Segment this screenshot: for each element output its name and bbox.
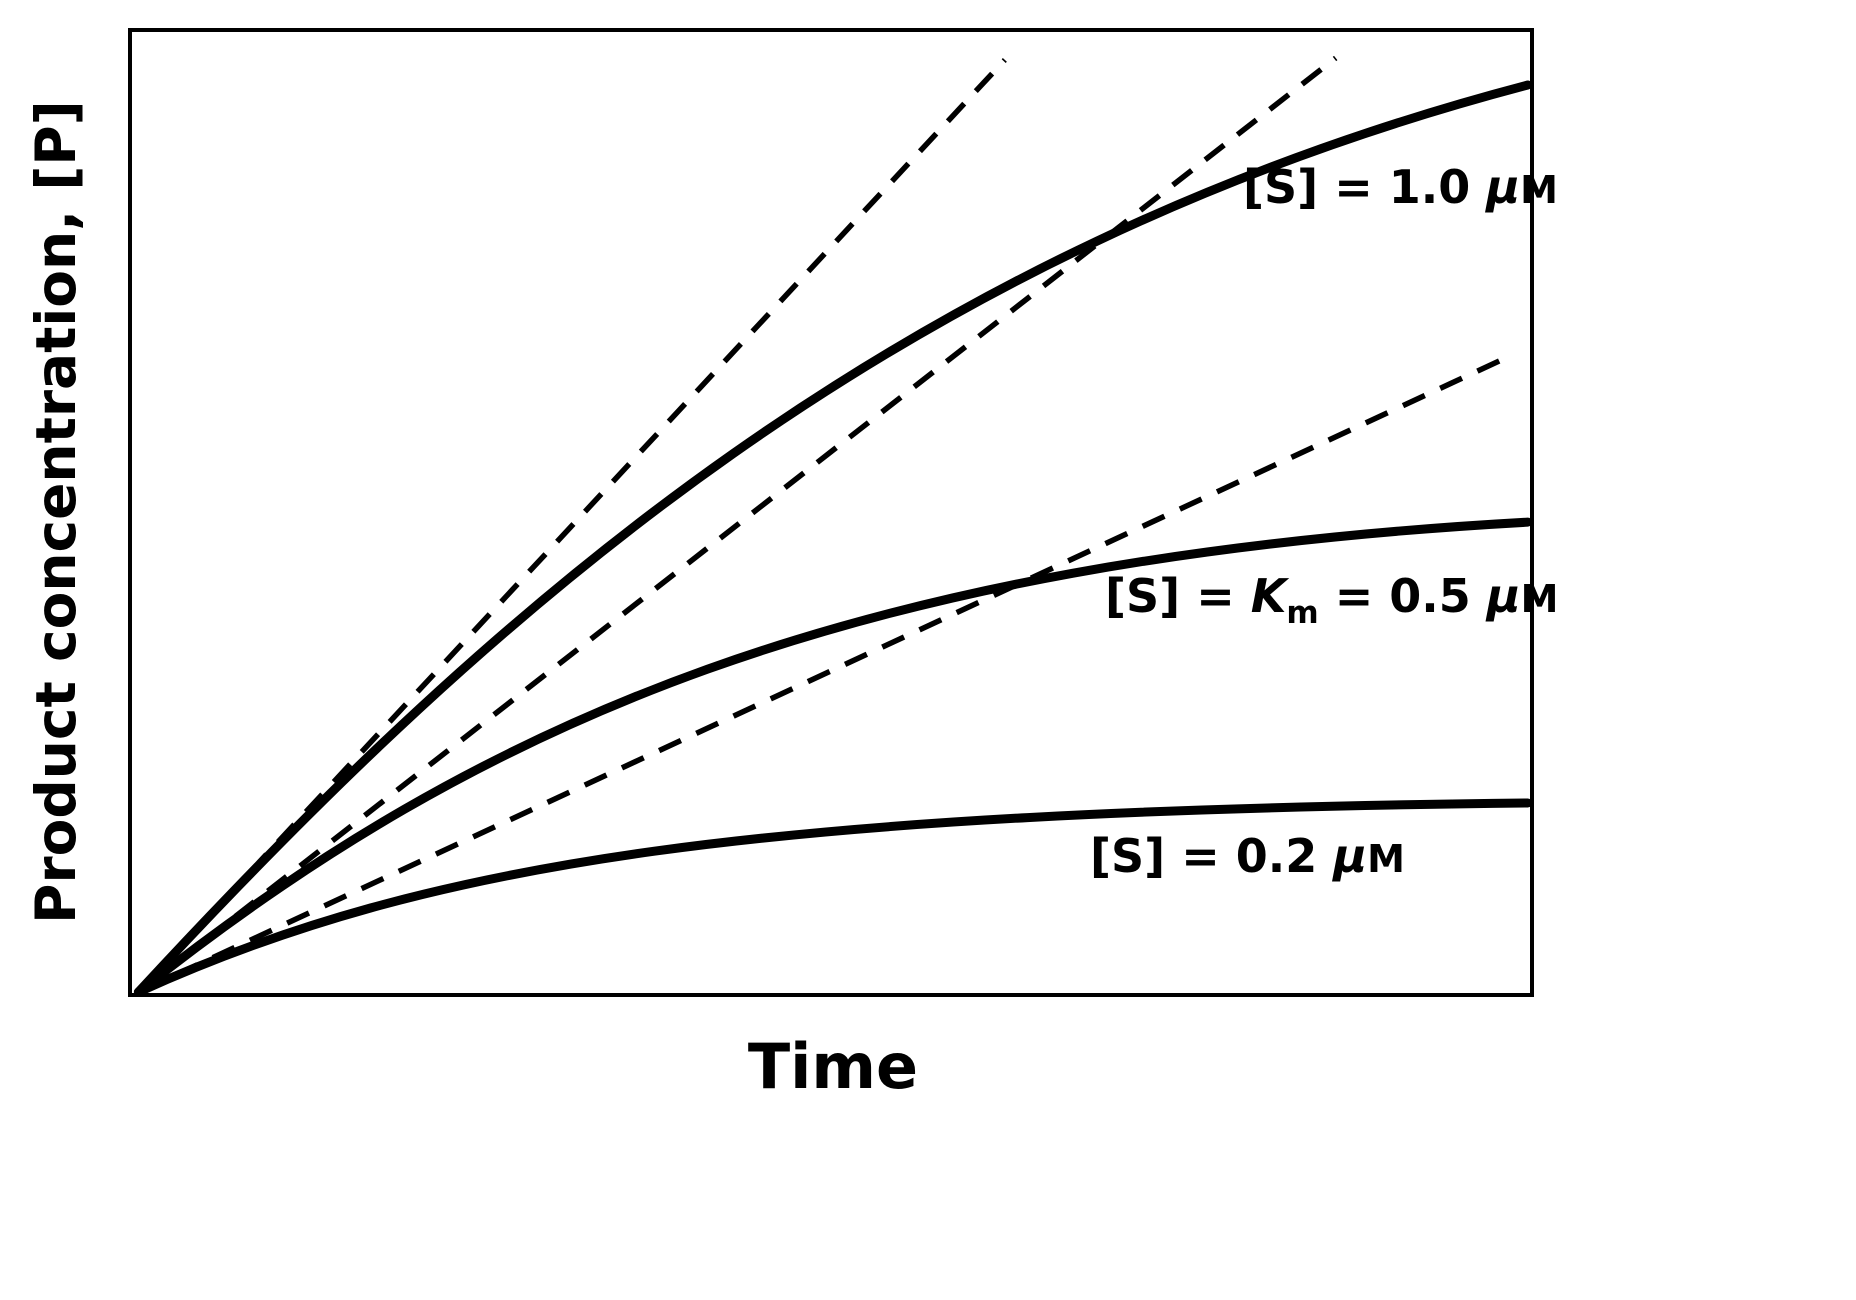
initial-velocity-tangent-S-0.2uM	[137, 355, 1507, 995]
series-label-S-Km-0.5uM: [S] = Km = 0.5 μM	[1105, 569, 1558, 631]
series-label-S-1.0uM: [S] = 1.0 μM	[1243, 160, 1558, 214]
y-axis-label: Product concentration, [P]	[24, 100, 88, 924]
progress-curve-S-Km-0.5uM	[133, 517, 1533, 997]
series-label-S-0.2uM: [S] = 0.2 μM	[1090, 829, 1405, 883]
plot-layer: [S] = 1.0 μM [S] = Km = 0.5 μM [S] = 0.2 μ…	[133, 55, 1558, 997]
progress-curve-S-1.0uM	[133, 80, 1533, 997]
initial-velocity-tangent-S-Km-0.5uM	[136, 55, 1338, 995]
x-axis-label: Time	[748, 1030, 918, 1103]
progress-curve-S-0.2uM	[133, 798, 1533, 997]
